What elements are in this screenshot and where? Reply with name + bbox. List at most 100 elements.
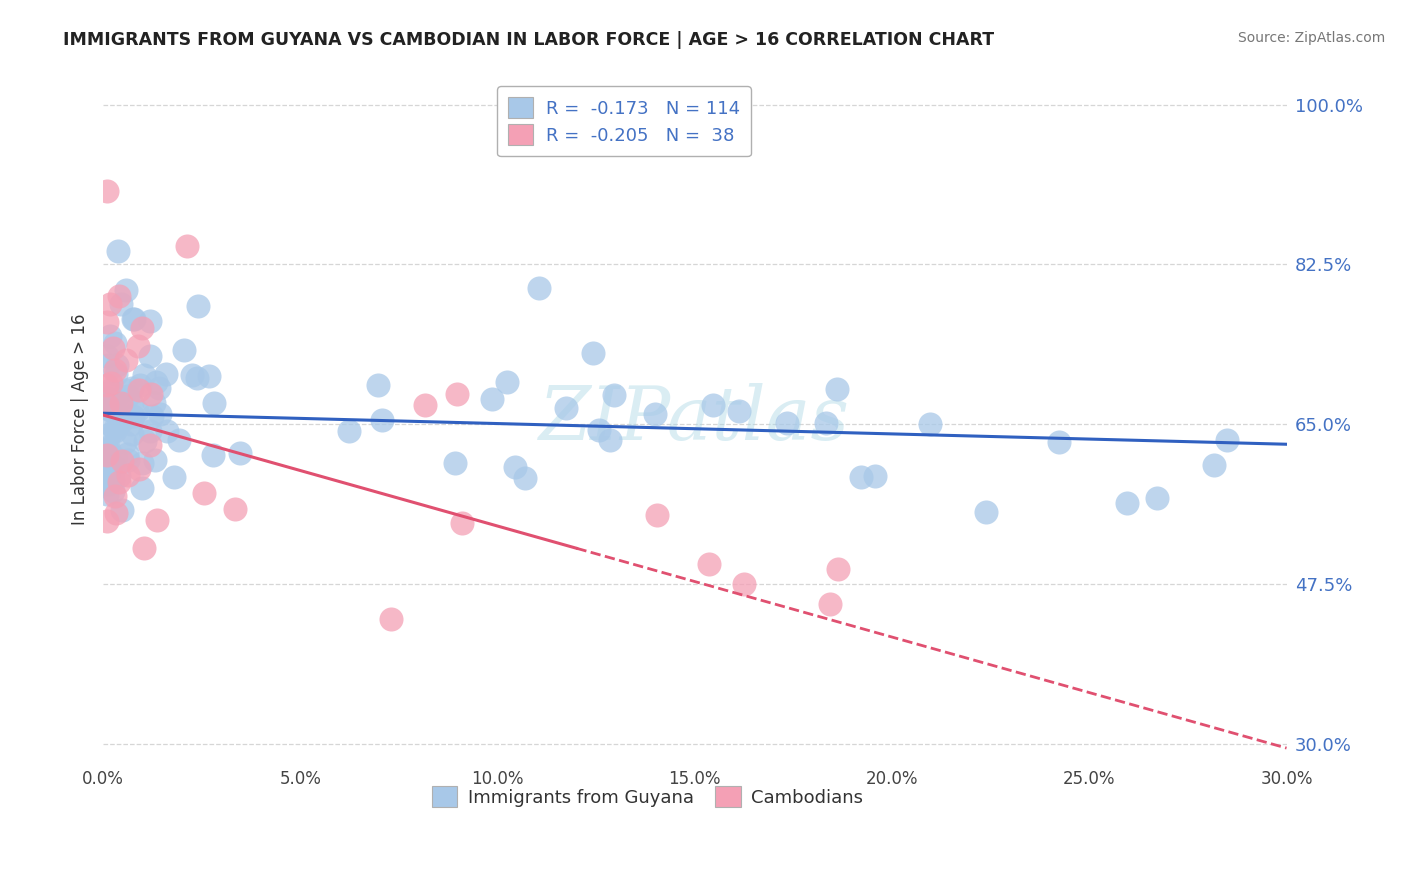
- Point: [107, 244, 129, 258]
- Point: [115, 352, 138, 367]
- Point: [186, 371, 208, 385]
- Point: [107, 289, 129, 303]
- Point: [127, 403, 149, 417]
- Point: [481, 392, 503, 407]
- Point: [380, 612, 402, 626]
- Point: [107, 468, 129, 483]
- Point: [139, 314, 162, 328]
- Point: [117, 468, 139, 483]
- Point: [202, 449, 225, 463]
- Point: [155, 425, 177, 439]
- Point: [918, 417, 941, 431]
- Point: [176, 239, 198, 253]
- Point: [98, 328, 121, 343]
- Point: [202, 396, 225, 410]
- Point: [121, 381, 143, 395]
- Point: [105, 358, 128, 372]
- Point: [104, 459, 127, 474]
- Point: [97, 441, 120, 455]
- Point: [644, 407, 666, 421]
- Point: [103, 386, 125, 401]
- Point: [121, 409, 143, 423]
- Point: [555, 401, 578, 416]
- Point: [187, 299, 209, 313]
- Point: [131, 481, 153, 495]
- Point: [111, 503, 134, 517]
- Point: [145, 375, 167, 389]
- Point: [1215, 433, 1237, 447]
- Point: [155, 367, 177, 381]
- Point: [111, 454, 134, 468]
- Point: [96, 349, 118, 363]
- Point: [96, 401, 118, 416]
- Point: [173, 343, 195, 357]
- Point: [96, 393, 118, 408]
- Point: [143, 396, 166, 410]
- Point: [776, 417, 799, 431]
- Point: [163, 470, 186, 484]
- Point: [96, 392, 118, 406]
- Point: [198, 369, 221, 384]
- Point: [96, 185, 118, 199]
- Point: [139, 424, 162, 438]
- Point: [104, 489, 127, 503]
- Point: [96, 444, 118, 458]
- Point: [96, 398, 118, 412]
- Point: [104, 418, 127, 433]
- Point: [122, 311, 145, 326]
- Y-axis label: In Labor Force | Age > 16: In Labor Force | Age > 16: [72, 314, 89, 525]
- Point: [115, 283, 138, 297]
- Point: [131, 456, 153, 470]
- Point: [1202, 458, 1225, 472]
- Point: [143, 453, 166, 467]
- Point: [132, 541, 155, 556]
- Point: [110, 297, 132, 311]
- Point: [527, 281, 550, 295]
- Point: [599, 433, 621, 447]
- Point: [96, 442, 118, 456]
- Point: [96, 392, 118, 406]
- Point: [863, 469, 886, 483]
- Point: [413, 398, 436, 412]
- Point: [110, 415, 132, 429]
- Point: [647, 508, 669, 522]
- Point: [105, 506, 128, 520]
- Point: [820, 598, 842, 612]
- Point: [96, 391, 118, 405]
- Point: [974, 505, 997, 519]
- Point: [121, 426, 143, 441]
- Point: [97, 398, 120, 412]
- Point: [115, 447, 138, 461]
- Point: [814, 417, 837, 431]
- Point: [97, 401, 120, 416]
- Point: [100, 418, 122, 433]
- Point: [96, 315, 118, 329]
- Point: [451, 516, 474, 530]
- Point: [98, 383, 121, 397]
- Point: [96, 378, 118, 392]
- Point: [139, 387, 162, 401]
- Point: [131, 321, 153, 335]
- Point: [444, 456, 467, 470]
- Text: IMMIGRANTS FROM GUYANA VS CAMBODIAN IN LABOR FORCE | AGE > 16 CORRELATION CHART: IMMIGRANTS FROM GUYANA VS CAMBODIAN IN L…: [63, 31, 994, 49]
- Point: [104, 336, 127, 351]
- Point: [98, 477, 121, 491]
- Point: [122, 312, 145, 326]
- Point: [134, 368, 156, 382]
- Point: [117, 389, 139, 403]
- Point: [104, 451, 127, 466]
- Point: [141, 409, 163, 423]
- Point: [128, 383, 150, 397]
- Point: [733, 577, 755, 591]
- Point: [96, 466, 118, 480]
- Point: [138, 349, 160, 363]
- Point: [167, 434, 190, 448]
- Point: [98, 465, 121, 479]
- Point: [107, 410, 129, 425]
- Point: [371, 413, 394, 427]
- Point: [98, 397, 121, 411]
- Point: [98, 427, 121, 442]
- Point: [97, 358, 120, 372]
- Point: [103, 393, 125, 408]
- Point: [515, 471, 537, 485]
